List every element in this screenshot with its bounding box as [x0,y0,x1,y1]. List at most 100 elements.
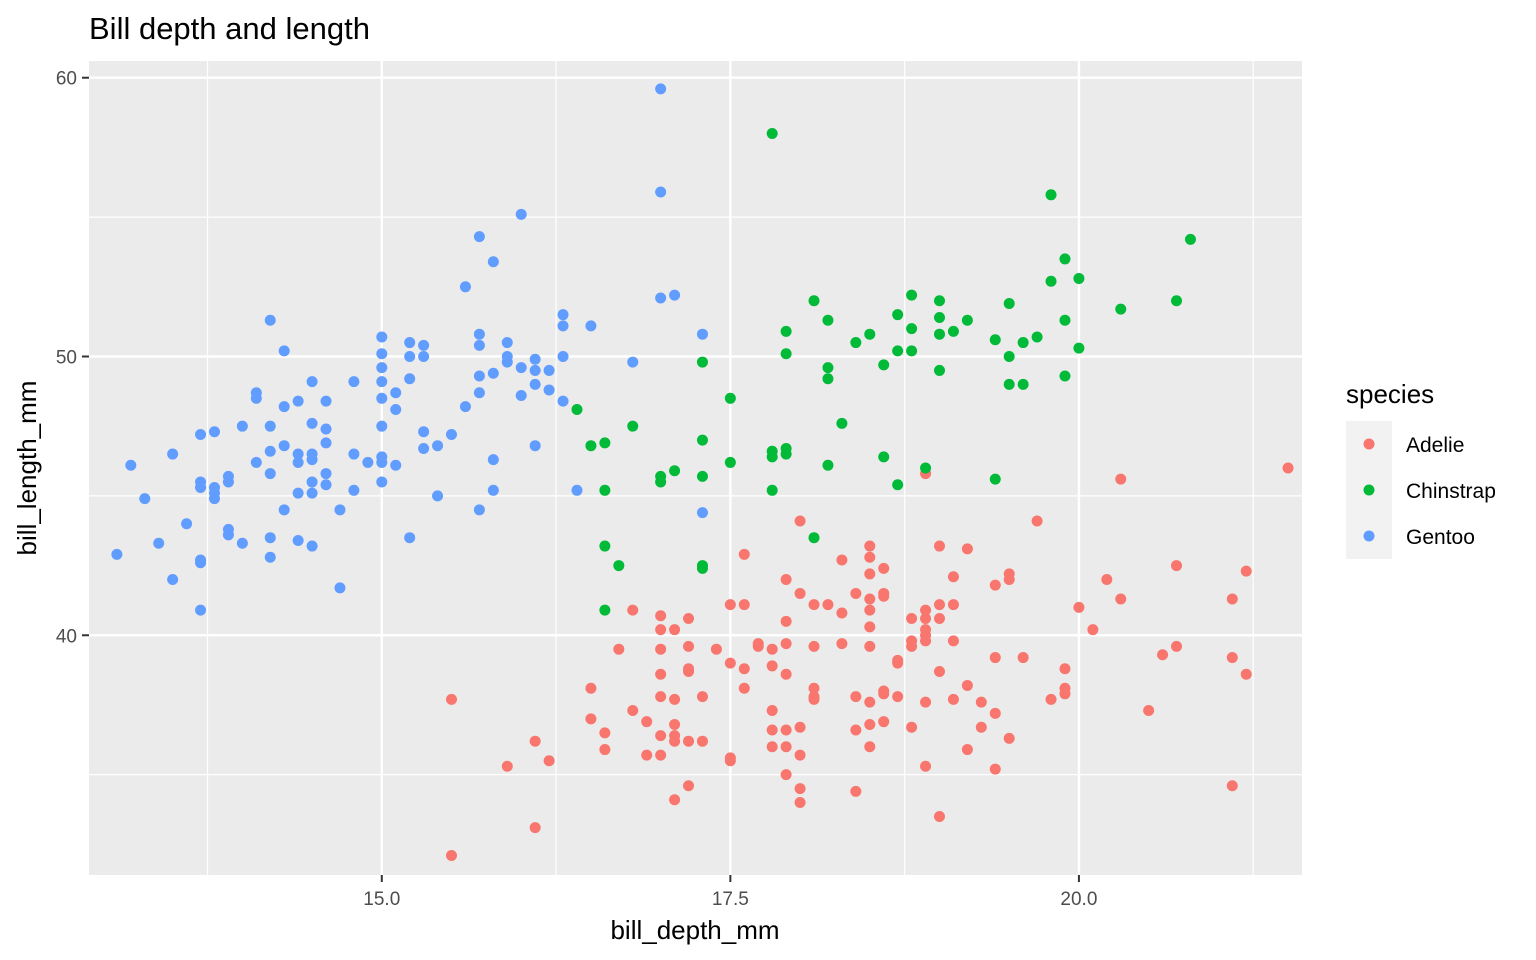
point-chinstrap [892,479,904,491]
point-adelie [599,744,611,756]
chart-title: Bill depth and length [89,11,370,46]
point-gentoo [125,459,137,471]
point-adelie [1017,652,1029,664]
point-gentoo [292,534,304,546]
point-gentoo [195,429,207,441]
point-chinstrap [933,311,945,323]
legend-dot-chinstrap [1363,484,1375,496]
point-adelie [794,797,806,809]
point-chinstrap [724,392,736,404]
point-chinstrap [822,314,834,326]
point-gentoo [376,331,388,343]
point-adelie [947,693,959,705]
point-chinstrap [961,314,973,326]
point-gentoo [320,437,332,449]
point-gentoo [278,345,290,357]
point-chinstrap [1045,189,1057,201]
point-adelie [920,696,932,708]
point-gentoo [153,537,165,549]
point-chinstrap [822,362,834,374]
point-adelie [947,635,959,647]
point-gentoo [306,417,318,429]
point-gentoo [432,490,444,502]
point-adelie [933,810,945,822]
point-gentoo [515,208,527,220]
point-adelie [1282,462,1294,474]
point-gentoo [515,362,527,374]
point-gentoo [473,328,485,340]
point-gentoo [557,350,569,362]
y-tick-label: 60 [56,69,77,90]
point-adelie [864,741,876,753]
point-gentoo [446,429,458,441]
point-gentoo [432,440,444,452]
point-adelie [1171,560,1183,572]
point-chinstrap [989,473,1001,485]
point-adelie [850,691,862,703]
y-axis: 40 50 60 [56,69,89,647]
point-adelie [864,568,876,580]
point-chinstrap [599,484,611,496]
minor-gridlines [89,61,1302,875]
x-tick-label: 15.0 [363,889,400,910]
point-adelie [878,587,890,599]
point-adelie [975,696,987,708]
point-gentoo [669,289,681,301]
point-chinstrap [599,540,611,552]
legend-dot-gentoo [1363,530,1375,542]
point-gentoo [543,384,555,396]
point-gentoo [292,487,304,499]
point-gentoo [306,540,318,552]
point-gentoo [404,337,416,349]
point-chinstrap [669,465,681,477]
point-adelie [864,696,876,708]
point-adelie [696,735,708,747]
point-adelie [989,579,1001,591]
legend-title: species [1346,379,1434,409]
point-chinstrap [1059,253,1071,265]
point-chinstrap [1059,314,1071,326]
point-chinstrap [906,345,918,357]
point-gentoo [306,487,318,499]
point-gentoo [278,401,290,413]
point-gentoo [557,320,569,332]
point-adelie [683,613,695,625]
point-adelie [1073,601,1085,613]
point-gentoo [264,468,276,480]
point-gentoo [195,554,207,566]
point-adelie [906,640,918,652]
point-chinstrap [613,560,625,572]
point-adelie [446,693,458,705]
point-gentoo [250,456,262,468]
point-chinstrap [1003,298,1015,310]
point-chinstrap [822,373,834,385]
point-gentoo [111,548,123,560]
point-chinstrap [1059,370,1071,382]
point-adelie [808,693,820,705]
x-tick-label: 20.0 [1060,889,1097,910]
point-chinstrap [836,417,848,429]
point-chinstrap [766,484,778,496]
point-adelie [947,599,959,611]
point-chinstrap [1045,275,1057,287]
point-chinstrap [822,459,834,471]
point-gentoo [487,484,499,496]
point-chinstrap [920,462,932,474]
point-adelie [738,682,750,694]
point-adelie [1240,668,1252,680]
point-chinstrap [906,289,918,301]
point-gentoo [236,537,248,549]
legend-dot-adelie [1363,438,1375,450]
point-adelie [808,599,820,611]
x-tick-label: 17.5 [712,889,749,910]
point-chinstrap [892,309,904,321]
point-adelie [724,752,736,764]
point-adelie [655,610,667,622]
point-gentoo [348,376,360,388]
point-adelie [892,691,904,703]
point-chinstrap [766,451,778,463]
legend: species Adelie Chinstrap Gentoo [1346,379,1496,559]
point-chinstrap [864,328,876,340]
point-gentoo [306,376,318,388]
point-gentoo [264,532,276,544]
